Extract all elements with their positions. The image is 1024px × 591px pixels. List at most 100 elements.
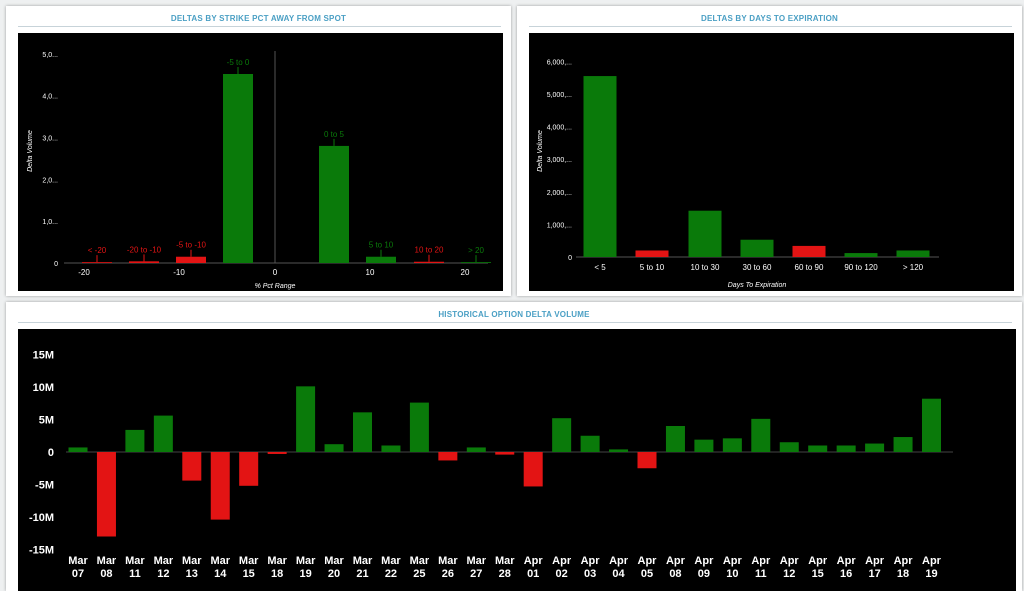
history-x-tick-label: Apr 05 — [638, 555, 658, 580]
history-bar — [495, 452, 515, 455]
strike-bar-data-label: -20 to -10 — [127, 245, 162, 254]
history-bar — [665, 426, 685, 452]
history-bar — [153, 415, 173, 452]
strike-bar — [129, 261, 159, 263]
history-x-tick-label: Mar 08 — [97, 555, 117, 580]
history-x-tick-label: Apr 08 — [666, 555, 686, 580]
days-x-tick-label: < 5 — [594, 263, 606, 272]
strike-bar — [366, 256, 396, 263]
history-bar — [722, 438, 742, 452]
history-x-tick-label: Mar 26 — [438, 555, 458, 580]
strike-chart-panel: DELTAS BY STRIKE PCT AWAY FROM SPOT 0 1,0… — [6, 6, 511, 296]
history-bar — [523, 452, 543, 487]
strike-x-axis-title: % Pct Range — [255, 283, 296, 290]
history-bar — [239, 452, 259, 486]
history-x-tick-label: Mar 13 — [182, 555, 202, 580]
strike-bar — [82, 262, 112, 263]
strike-x-tick-label: 10 — [366, 268, 375, 277]
history-bar — [865, 443, 885, 452]
history-bar — [808, 445, 828, 452]
history-x-tick-label: Mar 07 — [68, 555, 88, 580]
history-x-tick-label: Mar 19 — [296, 555, 316, 580]
days-bar — [740, 239, 774, 257]
days-bar — [688, 210, 722, 257]
strike-bar-data-label: -5 to 0 — [227, 58, 250, 67]
days-chart-title: DELTAS BY DAYS TO EXPIRATION — [700, 14, 839, 23]
history-bar — [893, 437, 913, 452]
days-y-tick-label: 5,000,... — [547, 92, 572, 99]
history-x-tick-label: Apr 15 — [808, 555, 828, 580]
days-bar — [792, 245, 826, 257]
history-x-tick-label: Apr 12 — [780, 555, 800, 580]
strike-bar-data-label: 10 to 20 — [415, 246, 444, 255]
history-x-tick-label: Mar 20 — [324, 555, 344, 580]
days-chart-panel: DELTAS BY DAYS TO EXPIRATION 0 1,000,... 2… — [517, 6, 1022, 296]
history-y-tick-label: -15M — [29, 545, 54, 557]
history-y-tick-label: 0 — [48, 447, 54, 459]
strike-bar-data-label: 0 to 5 — [324, 130, 345, 139]
history-x-tick-label: Apr 02 — [552, 555, 572, 580]
history-bar — [836, 445, 856, 452]
history-x-tick-label: Apr 09 — [694, 555, 714, 580]
history-x-tick-label: Mar 11 — [125, 555, 145, 580]
days-y-tick-label: 3,000,... — [547, 157, 572, 164]
history-bar — [751, 418, 771, 452]
days-y-tick-label: 6,000,... — [547, 59, 572, 66]
strike-bar-data-label: > 20 — [468, 246, 484, 255]
strike-x-tick-label: -10 — [173, 268, 185, 277]
history-x-tick-label: Mar 14 — [210, 555, 230, 580]
strike-y-tick-label: 5,0... — [42, 52, 58, 59]
history-bar — [353, 412, 372, 452]
history-chart-plot: 15M 10M 5M 0 -5M -10M -15M Mar 07 Mar 08 Mar 11 Mar 12… — [18, 329, 1016, 591]
history-x-tick-label: Apr 03 — [581, 555, 601, 580]
history-y-tick-label: 15M — [33, 350, 54, 362]
strike-x-tick-label: 20 — [461, 268, 470, 277]
strike-bar-data-label: < -20 — [88, 246, 107, 255]
history-bar — [182, 452, 202, 481]
history-x-tick-label: Apr 18 — [894, 555, 914, 580]
history-y-tick-label: -10M — [29, 512, 54, 524]
history-bar — [779, 442, 799, 452]
days-x-tick-label: 60 to 90 — [795, 263, 824, 272]
strike-y-axis-title: Delta Volume — [27, 130, 34, 172]
history-bar — [210, 452, 230, 520]
history-y-tick-label: 5M — [39, 415, 54, 427]
history-x-tick-label: Apr 11 — [751, 555, 771, 580]
history-bar — [580, 435, 600, 452]
history-y-tick-label: 10M — [33, 382, 54, 394]
history-x-tick-label: Apr 10 — [723, 555, 743, 580]
history-bar — [324, 444, 344, 452]
days-x-axis-title: Days To Expiration — [728, 282, 787, 289]
history-bar — [637, 452, 657, 469]
history-bar — [296, 386, 316, 452]
history-x-tick-label: Apr 16 — [837, 555, 857, 580]
strike-chart-plot: 0 1,0... 2,0... 3,0... 4,0... 5,0... < -20 -20 … — [18, 33, 503, 291]
history-x-tick-label: Apr 01 — [524, 555, 544, 580]
history-x-tick-label: Apr 19 — [922, 555, 942, 580]
strike-chart-title: DELTAS BY STRIKE PCT AWAY FROM SPOT — [170, 14, 347, 23]
history-bar — [409, 402, 429, 452]
days-bar — [635, 250, 669, 257]
strike-y-tick-label: 2,0... — [42, 177, 58, 184]
strike-y-tick-label: 4,0... — [42, 94, 58, 101]
history-x-tick-label: Apr 17 — [865, 555, 885, 580]
days-chart-svg: 0 1,000,... 2,000,... 3,000,... 4,000,... 5,0… — [537, 59, 939, 289]
days-y-axis-title: Delta Volume — [537, 130, 544, 172]
history-chart-panel: HISTORICAL OPTION DELTA VOLUME 15M 10M 5M 0… — [6, 302, 1022, 591]
strike-bar — [223, 74, 253, 263]
strike-x-tick-label: -20 — [78, 268, 90, 277]
history-x-tick-label: Mar 22 — [381, 555, 401, 580]
days-x-tick-label: > 120 — [903, 263, 924, 272]
days-y-tick-label: 0 — [568, 255, 572, 262]
history-bar — [438, 452, 458, 461]
days-x-tick-label: 90 to 120 — [844, 263, 878, 272]
history-bar — [552, 418, 572, 452]
strike-chart-svg: 0 1,0... 2,0... 3,0... 4,0... 5,0... < -20 -20 … — [27, 51, 491, 290]
days-chart-divider — [529, 26, 1012, 27]
history-x-tick-label: Apr 04 — [609, 555, 629, 580]
history-y-tick-label: -5M — [35, 480, 54, 492]
days-x-tick-label: 5 to 10 — [640, 263, 665, 272]
history-x-tick-label: Mar 21 — [353, 555, 373, 580]
history-bar — [68, 447, 88, 452]
history-bar — [96, 452, 116, 537]
